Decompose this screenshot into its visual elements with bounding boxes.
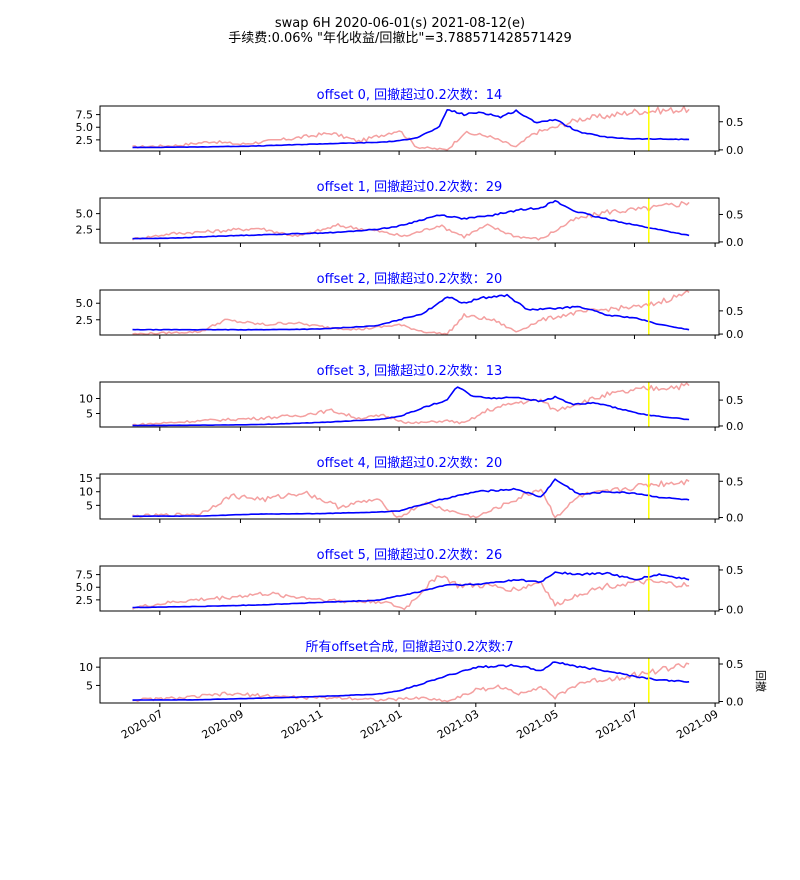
panel-frame (99, 381, 720, 428)
right-ytick-label: 0.5 (726, 208, 744, 221)
right-ytick-label: 0.5 (726, 116, 744, 129)
drawdown-line (132, 479, 690, 519)
right-ytick-label: 0.5 (726, 394, 744, 407)
xtick-label: 2020-07 (119, 707, 165, 741)
panel-frame (99, 197, 720, 244)
right-ytick-label: 0.0 (726, 512, 744, 525)
left-ytick-label: 7.5 (76, 569, 94, 582)
equity-line (132, 478, 690, 518)
suptitle-line1: swap 6H 2020-06-01(s) 2021-08-12(e) (275, 16, 525, 31)
equity-line (132, 109, 690, 149)
xtick-label: 2021-09 (674, 707, 720, 741)
xtick-label: 2021-07 (594, 707, 640, 741)
left-ytick-label: 5 (86, 499, 93, 512)
equity-line (132, 571, 690, 609)
left-ytick-label: 5 (86, 679, 93, 692)
right-ytick-label: 0.0 (726, 144, 744, 157)
left-ytick-label: 2.5 (76, 223, 94, 236)
left-ytick-label: 5.0 (76, 297, 94, 310)
panel-frame (99, 657, 720, 704)
left-ytick-label: 10 (79, 661, 93, 674)
right-ytick-label: 0.5 (726, 564, 744, 577)
panel-title: offset 3, 回撤超过0.2次数：13 (317, 363, 503, 379)
drawdown-line (132, 105, 690, 151)
subplot-panel: offset 3, 回撤超过0.2次数：13 5 10 0.0 0.5 (79, 363, 744, 433)
right-ytick-label: 0.0 (726, 328, 744, 341)
panel-frame (99, 289, 720, 336)
left-ytick-label: 15 (79, 472, 93, 485)
xtick-label: 2021-01 (358, 707, 404, 741)
left-ytick-label: 5.0 (76, 208, 94, 221)
xtick-label: 2020-11 (279, 707, 325, 741)
subplot-panel: offset 5, 回撤超过0.2次数：26 2.55.07.5 0.0 0.5 (76, 547, 744, 616)
left-ytick-label: 2.5 (76, 314, 94, 327)
equity-line (132, 661, 690, 701)
equity-line (132, 199, 690, 240)
right-ytick-label: 0.0 (726, 236, 744, 249)
right-ytick-label: 0.0 (726, 603, 744, 616)
right-ytick-label: 0.5 (726, 658, 744, 671)
subplot-panel: offset 2, 回撤超过0.2次数：20 2.5 5.0 0.0 0.5 (76, 271, 744, 341)
left-ytick-label: 10 (79, 393, 93, 406)
drawdown-line (132, 382, 690, 427)
subplot-panel: 所有offset合成, 回撤超过0.2次数:7 5 10 0.0 0.5 (79, 639, 744, 709)
panel-frame (99, 473, 720, 520)
left-ytick-label: 5.0 (76, 121, 94, 134)
panel-title: offset 5, 回撤超过0.2次数：26 (317, 547, 503, 563)
equity-line (132, 293, 690, 331)
drawdown-line (132, 201, 690, 241)
right-ytick-label: 0.5 (726, 305, 744, 318)
left-ytick-label: 2.5 (76, 594, 94, 607)
xtick-label: 2021-03 (435, 707, 481, 741)
right-axis-label: 回撤 (754, 670, 768, 692)
suptitle-line2: 手续费:0.06% "年化收益/回撤比"=3.788571428571429 (228, 30, 572, 46)
drawdown-line (132, 662, 690, 703)
left-ytick-label: 2.5 (76, 134, 94, 147)
right-ytick-label: 0.5 (726, 475, 744, 488)
left-ytick-label: 5 (86, 408, 93, 421)
panel-title: offset 4, 回撤超过0.2次数：20 (317, 455, 503, 471)
xtick-label: 2020-09 (200, 707, 246, 741)
subplot-panel: offset 1, 回撤超过0.2次数：29 2.5 5.0 0.0 0.5 (76, 179, 744, 249)
panel-title: offset 0, 回撤超过0.2次数：14 (317, 87, 503, 103)
panel-frame (99, 105, 720, 152)
panel-title: offset 2, 回撤超过0.2次数：20 (317, 271, 503, 287)
subplots: offset 0, 回撤超过0.2次数：142.55.07.50.00.5off… (76, 87, 744, 742)
drawdown-line (132, 290, 690, 335)
subplot-panel: offset 0, 回撤超过0.2次数：14 2.55.07.5 0.0 0.5 (76, 87, 744, 157)
left-ytick-label: 5.0 (76, 581, 94, 594)
right-ytick-label: 0.0 (726, 696, 744, 709)
panel-frame (99, 565, 720, 612)
panel-title: offset 1, 回撤超过0.2次数：29 (317, 179, 503, 195)
left-ytick-label: 7.5 (76, 109, 94, 122)
right-ytick-label: 0.0 (726, 420, 744, 433)
left-ytick-label: 10 (79, 486, 93, 499)
equity-line (132, 386, 690, 427)
panel-title: 所有offset合成, 回撤超过0.2次数:7 (305, 639, 513, 655)
xtick-label: 2021-05 (514, 707, 560, 741)
drawdown-line (132, 575, 690, 611)
